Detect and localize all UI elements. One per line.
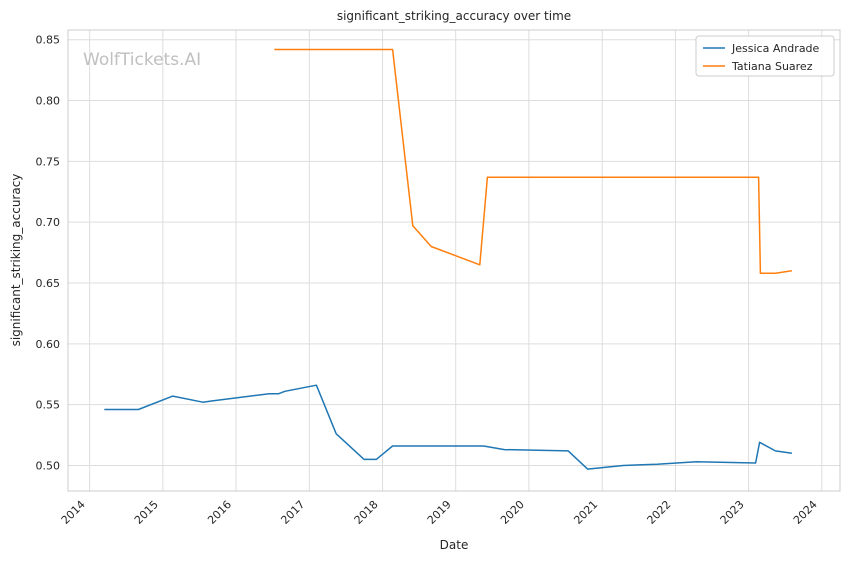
legend-label-0: Jessica Andrade xyxy=(731,42,820,55)
x-axis-title: Date xyxy=(440,538,469,552)
y-tick-label: 0.85 xyxy=(36,34,61,47)
legend-label-1: Tatiana Suarez xyxy=(731,60,813,73)
y-axis-title: significant_striking_accuracy xyxy=(9,174,23,347)
x-tick-labels: 2014 2015 2016 2017 2018 2019 2020 2021 2022 2023… xyxy=(59,498,820,527)
chart-title: significant_striking_accuracy over time xyxy=(337,9,571,23)
legend-box xyxy=(695,35,835,77)
y-tick-labels: 0.50 0.55 0.60 0.65 0.70 0.75 0.80 0.85 xyxy=(36,34,61,473)
series-group xyxy=(104,48,793,470)
legend: Jessica Andrade Tatiana Suarez xyxy=(695,35,835,77)
y-tick-label: 0.65 xyxy=(36,277,61,290)
series-line-1 xyxy=(274,48,793,275)
series-line-0 xyxy=(104,384,793,470)
y-tick-label: 0.70 xyxy=(36,216,61,229)
y-tick-label: 0.75 xyxy=(36,155,61,168)
y-tick-label: 0.80 xyxy=(36,95,61,108)
y-tick-label: 0.55 xyxy=(36,399,61,412)
y-tick-label: 0.60 xyxy=(36,338,61,351)
plot-frame xyxy=(67,29,841,492)
y-tick-label: 0.50 xyxy=(36,459,61,472)
watermark: WolfTickets.AI xyxy=(83,50,201,70)
grid xyxy=(68,30,840,491)
